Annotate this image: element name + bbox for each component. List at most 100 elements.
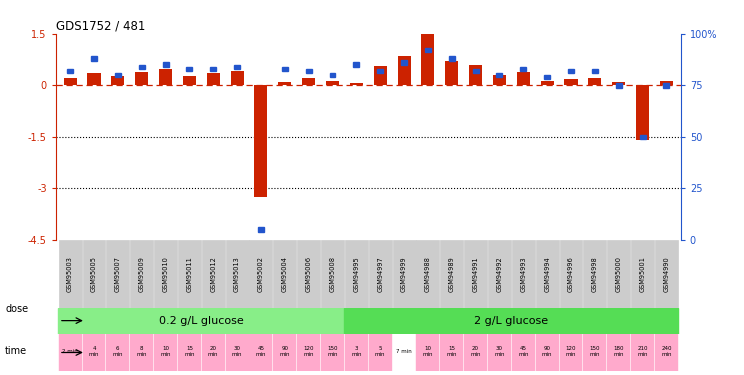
Text: 240
min: 240 min <box>661 346 672 357</box>
Bar <box>592 69 598 73</box>
Bar <box>607 240 630 308</box>
Bar <box>178 334 201 371</box>
Text: 4
min: 4 min <box>89 346 99 357</box>
Text: GDS1752 / 481: GDS1752 / 481 <box>56 20 145 33</box>
Text: dose: dose <box>5 304 28 314</box>
Bar <box>631 240 654 308</box>
Text: 2 g/L glucose: 2 g/L glucose <box>475 316 548 326</box>
Bar <box>583 240 606 308</box>
Text: GSM94999: GSM94999 <box>401 256 407 292</box>
Bar <box>353 63 359 67</box>
Bar <box>393 240 415 308</box>
Bar <box>417 240 440 308</box>
Bar <box>91 56 97 61</box>
Bar <box>202 240 225 308</box>
Text: GSM94988: GSM94988 <box>425 256 431 292</box>
Bar <box>496 73 502 77</box>
Text: 2 min: 2 min <box>62 349 78 354</box>
Bar <box>67 69 73 73</box>
Bar <box>464 334 487 371</box>
Bar <box>231 71 243 86</box>
Text: GSM94995: GSM94995 <box>353 256 359 292</box>
Bar <box>326 81 339 86</box>
Bar <box>397 56 411 86</box>
Bar <box>488 334 511 371</box>
Text: 0.2 g/L glucose: 0.2 g/L glucose <box>159 316 244 326</box>
Bar <box>417 334 440 371</box>
Text: GSM95008: GSM95008 <box>330 256 336 292</box>
Bar <box>130 334 153 371</box>
Text: GSM94996: GSM94996 <box>568 256 574 292</box>
Bar <box>345 240 368 308</box>
Bar <box>393 334 415 371</box>
Text: GSM95010: GSM95010 <box>162 256 169 292</box>
Bar <box>87 73 100 86</box>
Bar <box>350 82 363 86</box>
Bar <box>541 81 554 86</box>
Bar <box>159 69 172 86</box>
Bar <box>183 76 196 86</box>
Text: 10
min: 10 min <box>160 346 171 357</box>
Text: 6
min: 6 min <box>112 346 123 357</box>
Bar <box>249 334 272 371</box>
Text: GSM94997: GSM94997 <box>377 256 383 292</box>
Text: GSM94993: GSM94993 <box>520 256 526 292</box>
Bar <box>544 75 550 79</box>
Bar <box>178 240 201 308</box>
Text: 90
min: 90 min <box>280 346 290 357</box>
Bar <box>273 240 296 308</box>
Text: 90
min: 90 min <box>542 346 553 357</box>
Bar <box>302 78 315 86</box>
Bar <box>344 308 679 334</box>
Bar <box>225 334 248 371</box>
Text: GSM94992: GSM94992 <box>496 256 502 292</box>
Bar <box>297 240 320 308</box>
Bar <box>106 334 129 371</box>
Bar <box>258 228 264 232</box>
Text: 210
min: 210 min <box>638 346 648 357</box>
Bar <box>440 334 464 371</box>
Bar <box>559 334 583 371</box>
Bar <box>211 67 217 71</box>
Text: GSM95002: GSM95002 <box>258 256 264 292</box>
Bar <box>440 240 464 308</box>
Bar <box>115 73 121 77</box>
Text: GSM95000: GSM95000 <box>616 256 622 292</box>
Bar <box>273 334 296 371</box>
Text: 7 min: 7 min <box>397 349 412 354</box>
Text: 120
min: 120 min <box>565 346 577 357</box>
Bar <box>401 60 407 65</box>
Bar <box>520 67 526 71</box>
Text: GSM95003: GSM95003 <box>67 256 73 292</box>
Text: GSM95009: GSM95009 <box>138 256 144 292</box>
Bar <box>493 75 506 86</box>
Bar <box>369 334 391 371</box>
Bar <box>330 73 336 77</box>
Text: 45
min: 45 min <box>256 346 266 357</box>
Bar <box>449 56 455 61</box>
Bar <box>377 69 383 73</box>
Bar <box>278 82 292 86</box>
Bar <box>59 240 82 308</box>
Text: GSM94990: GSM94990 <box>664 256 670 292</box>
Text: 15
min: 15 min <box>446 346 457 357</box>
Text: GSM94989: GSM94989 <box>449 256 455 292</box>
Bar <box>589 78 601 86</box>
Text: GSM95006: GSM95006 <box>306 256 312 292</box>
Bar <box>83 334 106 371</box>
Bar <box>660 81 673 86</box>
Bar <box>225 240 248 308</box>
Bar <box>512 240 535 308</box>
Bar <box>655 334 678 371</box>
Bar <box>297 334 320 371</box>
Bar <box>254 86 268 197</box>
Bar <box>640 135 646 139</box>
Bar <box>207 73 219 86</box>
Bar <box>421 34 434 86</box>
Bar <box>631 334 654 371</box>
Bar <box>106 240 129 308</box>
Bar <box>612 82 625 86</box>
Text: 120
min: 120 min <box>304 346 314 357</box>
Text: 150
min: 150 min <box>590 346 600 357</box>
Text: GSM95013: GSM95013 <box>234 256 240 292</box>
